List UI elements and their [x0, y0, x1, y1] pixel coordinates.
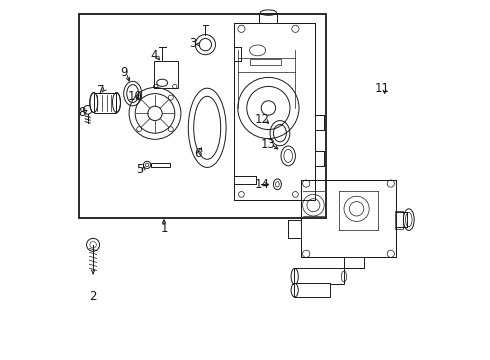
Text: 8: 8 — [78, 106, 86, 119]
Text: 3: 3 — [189, 37, 196, 50]
Text: 5: 5 — [136, 163, 144, 176]
Ellipse shape — [90, 93, 98, 113]
Bar — [234, 23, 315, 200]
Text: 10: 10 — [128, 90, 143, 103]
Text: 6: 6 — [195, 147, 202, 159]
Bar — [154, 61, 178, 88]
Text: 7: 7 — [97, 84, 105, 96]
Bar — [294, 283, 330, 297]
Ellipse shape — [113, 93, 121, 113]
Bar — [301, 180, 396, 257]
Text: 13: 13 — [261, 138, 276, 150]
Bar — [294, 268, 344, 284]
Text: 11: 11 — [374, 82, 389, 95]
Text: 9: 9 — [120, 66, 127, 78]
Text: 14: 14 — [255, 178, 270, 191]
Text: 4: 4 — [150, 49, 158, 62]
Bar — [250, 59, 281, 65]
Text: 2: 2 — [89, 291, 97, 303]
Bar — [395, 211, 403, 229]
Text: 12: 12 — [255, 113, 270, 126]
Bar — [94, 93, 117, 112]
Text: 1: 1 — [160, 222, 168, 235]
Bar — [79, 14, 326, 218]
Bar — [151, 163, 171, 167]
Circle shape — [261, 101, 275, 115]
Circle shape — [148, 106, 162, 121]
